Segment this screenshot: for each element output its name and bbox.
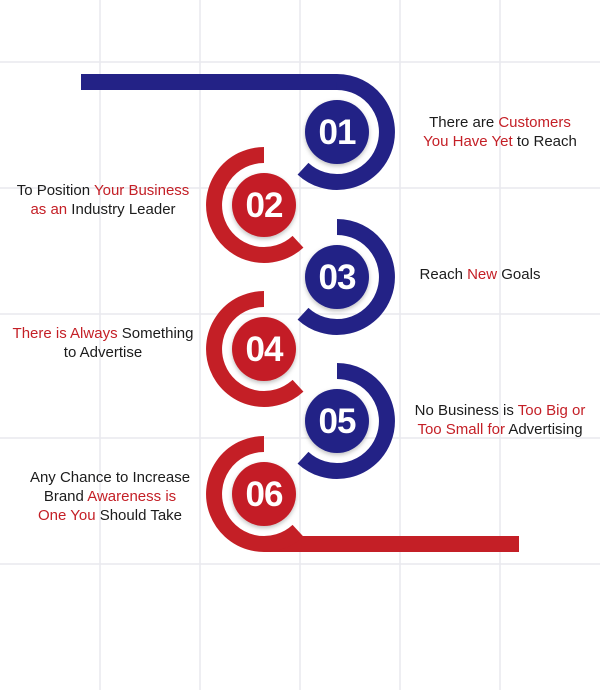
caption-text: Reach: [419, 266, 468, 283]
highlight-text: Awareness is: [87, 488, 177, 505]
highlight-text: Too Big or: [517, 402, 586, 419]
caption-line: One You Should Take: [20, 506, 200, 525]
caption-line: To Position Your Business: [8, 181, 198, 200]
caption-text: Goals: [497, 266, 541, 283]
highlight-text: One You: [37, 507, 96, 524]
caption-line: There are Customers: [405, 113, 595, 132]
step-caption-02: To Position Your Business as an Industry …: [8, 181, 198, 219]
ribbon-loop-03: [297, 219, 395, 335]
caption-line: You Have Yet to Reach: [405, 132, 595, 151]
caption-text: Industry Leader: [67, 201, 176, 218]
step-badge-05: 05: [305, 389, 369, 453]
highlight-text: Your Business: [93, 182, 190, 199]
caption-text: to Advertise: [63, 344, 143, 361]
ribbon-loop-02: [206, 147, 304, 263]
highlight-text: Too Small for: [417, 421, 505, 438]
step-badge-04: 04: [232, 317, 296, 381]
step-number: 01: [319, 113, 356, 152]
ribbon-loop-04: [206, 291, 304, 407]
step-caption-03: Reach New Goals: [405, 265, 555, 284]
caption-line: Reach New Goals: [405, 265, 555, 284]
caption-line: Brand Awareness is: [20, 487, 200, 506]
caption-text: To Position: [16, 182, 94, 199]
caption-text: to Reach: [512, 133, 577, 150]
caption-text: Advertising: [505, 421, 583, 438]
step-number: 05: [319, 402, 356, 441]
step-caption-05: No Business is Too Big or Too Small for A…: [405, 401, 595, 439]
caption-text: Any Chance to Increase: [29, 469, 191, 486]
step-badge-06: 06: [232, 462, 296, 526]
badge-circle: [305, 389, 369, 453]
step-number: 06: [246, 475, 283, 514]
step-caption-01: There are Customers You Have Yet to Reach: [405, 113, 595, 151]
ribbon-loop-01: [297, 74, 395, 190]
highlight-text: as an: [30, 201, 68, 218]
step-caption-04: There is Always Something to Advertise: [8, 324, 198, 362]
caption-line: Any Chance to Increase: [20, 468, 200, 487]
badge-circle: [232, 317, 296, 381]
highlight-text: Customers: [498, 114, 571, 131]
step-number: 02: [246, 186, 283, 225]
step-caption-06: Any Chance to Increase Brand Awareness is…: [20, 468, 200, 525]
step-badge-01: 01: [305, 100, 369, 164]
ribbon-loop-06: [206, 436, 304, 552]
ribbon-path: [81, 74, 519, 552]
highlight-text: You Have Yet: [423, 133, 513, 150]
badge-circle: [232, 173, 296, 237]
caption-text: No Business is: [414, 402, 518, 419]
ribbon-loop-05: [297, 363, 395, 479]
step-number: 04: [246, 330, 284, 369]
badge-circle: [305, 100, 369, 164]
caption-line: No Business is Too Big or: [405, 401, 595, 420]
caption-line: as an Industry Leader: [8, 200, 198, 219]
step-badges: 01 02 03 04 05 06: [232, 100, 369, 526]
step-number: 03: [319, 258, 356, 297]
badge-circle: [232, 462, 296, 526]
caption-line: There is Always Something: [8, 324, 198, 343]
badge-circle: [305, 245, 369, 309]
caption-line: Too Small for Advertising: [405, 420, 595, 439]
caption-text: There are: [429, 114, 499, 131]
caption-text: Something: [117, 325, 194, 342]
caption-line: to Advertise: [8, 343, 198, 362]
caption-text: Brand: [43, 488, 88, 505]
step-badge-03: 03: [305, 245, 369, 309]
highlight-text: There is Always: [12, 325, 118, 342]
highlight-text: New: [467, 266, 498, 283]
step-badge-02: 02: [232, 173, 296, 237]
caption-text: Should Take: [95, 507, 183, 524]
